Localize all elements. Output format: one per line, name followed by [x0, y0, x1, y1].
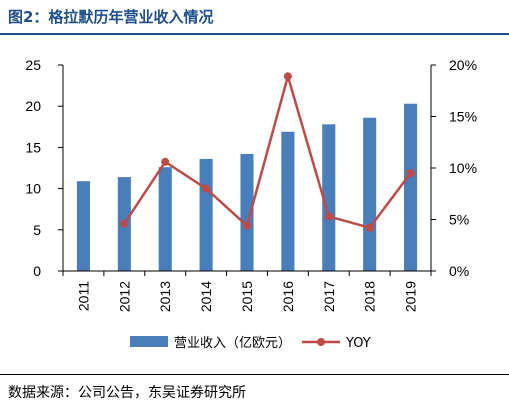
yoy-point-2013 [161, 157, 170, 166]
chart: 0 5 10 15 20 25 0% 5% 10% 15% 20% 2011 2012 2013 2014 2… [25, 57, 477, 351]
x-tick-label: 2013 [157, 281, 173, 312]
source-note: 数据来源：公司公告，东吴证券研究所 [8, 385, 246, 401]
yoy-point-2012 [120, 219, 129, 228]
bar-2014 [199, 158, 213, 271]
x-tick-label: 2017 [321, 281, 337, 312]
x-tick-label: 2015 [239, 281, 255, 312]
y-left-tick-label: 15 [25, 139, 41, 155]
y-right-tick-label: 0% [449, 263, 469, 279]
yoy-point-2016 [283, 72, 292, 81]
x-tick-label: 2018 [362, 281, 378, 312]
bar-2011 [76, 181, 90, 271]
yoy-point-2015 [243, 221, 251, 230]
legend-line-marker [317, 338, 325, 346]
title-rule [0, 33, 509, 35]
bar-2015 [240, 153, 254, 271]
yoy-point-2018 [365, 223, 374, 232]
y-left-tick-label: 20 [25, 98, 41, 114]
figure-title: 图2：格拉默历年营业收入情况 [8, 8, 214, 26]
bar-2013 [158, 167, 172, 271]
y-left-tick-label: 5 [33, 222, 41, 238]
x-tick-label: 2016 [280, 281, 296, 312]
y-right-tick-label: 20% [449, 57, 477, 73]
yoy-point-2017 [324, 212, 333, 221]
yoy-point-2014 [202, 184, 211, 193]
legend-line-label: YOY [345, 336, 371, 351]
legend-bar-label: 营业收入（亿欧元） [174, 336, 291, 351]
y-right-tick-label: 15% [449, 109, 477, 125]
bar-2016 [281, 131, 295, 271]
x-tick-label: 2011 [75, 281, 91, 311]
y-left-tick-label: 10 [25, 181, 41, 197]
y-right-tick-label: 10% [449, 160, 477, 176]
yoy-line [123, 71, 412, 230]
bar-2019 [404, 103, 418, 271]
yoy-point-2019 [406, 169, 415, 178]
y-left-tick-label: 0 [33, 263, 41, 279]
bottom-rule [0, 374, 509, 375]
legend-bar-swatch [130, 336, 168, 347]
bar-2018 [363, 117, 377, 272]
y-right-tick-label: 5% [449, 212, 469, 228]
x-tick-label: 2012 [116, 281, 132, 312]
x-tick-label: 2019 [403, 281, 419, 312]
y-left-tick-label: 25 [25, 57, 41, 73]
x-tick-label: 2014 [198, 281, 214, 312]
bar-2017 [322, 124, 336, 271]
